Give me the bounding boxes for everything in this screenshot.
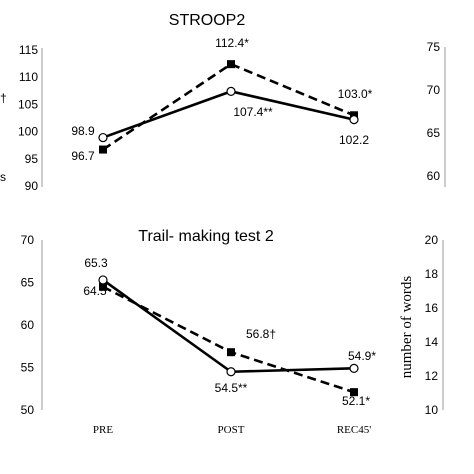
- stroop-y-tick-label: 105: [18, 97, 38, 111]
- stroop-solid-series-point: [98, 132, 108, 143]
- trail-data-label: 64.5: [83, 284, 107, 298]
- x-category-label: POST: [218, 424, 245, 436]
- trail-dashed-series-line: [102, 285, 355, 394]
- trail-data-label: 65.3: [84, 256, 108, 270]
- stroop-data-label: 96.7: [71, 149, 95, 163]
- bottom-right-y-tick-label: 20: [425, 233, 439, 247]
- trail-data-label: 52.1*: [342, 394, 370, 408]
- trail-y-tick-label: 50: [21, 403, 35, 417]
- stroop-y-tick-label: 95: [25, 152, 39, 166]
- top-right-y-tick-label: 65: [427, 126, 441, 140]
- top-right-panel: 75 70 65 60: [427, 40, 446, 187]
- bottom-right-y-tick-label: 10: [425, 403, 439, 417]
- bottom-right-y-tick-label: 14: [425, 335, 439, 349]
- stroop-ylabel-fragment-2: s: [0, 170, 6, 184]
- trail-y-tick-label: 70: [21, 233, 35, 247]
- bottom-right-y-tick-label: 16: [425, 301, 439, 315]
- trail-dashed-series-point: [99, 282, 107, 291]
- stroop-data-label: 102.2: [339, 133, 369, 147]
- trail-solid-series-point: [226, 367, 236, 377]
- trail-y-tick-label: 60: [21, 318, 35, 332]
- trail-y-tick-label: 65: [21, 276, 35, 290]
- top-right-y-tick-label: 75: [427, 40, 441, 54]
- trail-panel: Trail- making test 2 70 65 60 55 50 65.3 54.5…: [21, 228, 377, 436]
- bottom-right-y-tick-label: 18: [425, 267, 439, 281]
- trail-data-label: 54.5**: [215, 381, 248, 395]
- trail-data-label: 54.9*: [348, 349, 376, 363]
- stroop-dashed-series-line: [102, 62, 355, 151]
- x-category-label: PRE: [93, 424, 113, 436]
- trail-dashed-series-point: [350, 388, 358, 397]
- stroop-solid-series-point: [349, 115, 359, 125]
- stroop-y-tick-label: 90: [25, 179, 39, 193]
- trail-solid-series-point: [98, 275, 108, 285]
- stroop-y-tick-label: 115: [19, 43, 38, 57]
- stroop-dashed-series-point: [99, 145, 107, 154]
- trail-solid-series-line: [102, 278, 355, 374]
- stroop-data-label: 112.4*: [215, 36, 249, 50]
- trail-dashed-series-point: [227, 348, 235, 357]
- top-right-y-tick-label: 60: [427, 169, 441, 183]
- stroop-data-label: 107.4**: [233, 105, 273, 119]
- trail-data-label: 56.8†: [246, 327, 276, 341]
- stroop-title: STROOP2: [169, 12, 246, 29]
- stroop-y-tick-label: 110: [19, 70, 38, 84]
- trail-solid-series-point: [349, 363, 359, 373]
- bottom-right-y-tick-label: 12: [425, 369, 439, 383]
- stroop-data-label: 103.0*: [338, 87, 373, 101]
- stroop-data-label: 98.9: [71, 124, 95, 138]
- stroop-solid-series-point: [226, 86, 236, 96]
- bottom-right-panel: 20 18 16 14 12 10 number of words: [399, 233, 444, 417]
- bottom-right-y-axis-label: number of words: [399, 276, 415, 379]
- top-right-y-tick-label: 70: [427, 83, 441, 97]
- stroop-dashed-series-point: [227, 60, 235, 69]
- x-category-label: REC45': [337, 424, 371, 436]
- stroop-y-tick-label: 100: [18, 125, 38, 139]
- trail-title: Trail- making test 2: [138, 228, 274, 245]
- trail-y-tick-label: 55: [21, 361, 35, 375]
- stroop-panel: STROOP2 115 110 105 100 95 90 † s 96.7 107.4**…: [0, 12, 373, 193]
- stroop-ylabel-fragment: †: [0, 91, 7, 105]
